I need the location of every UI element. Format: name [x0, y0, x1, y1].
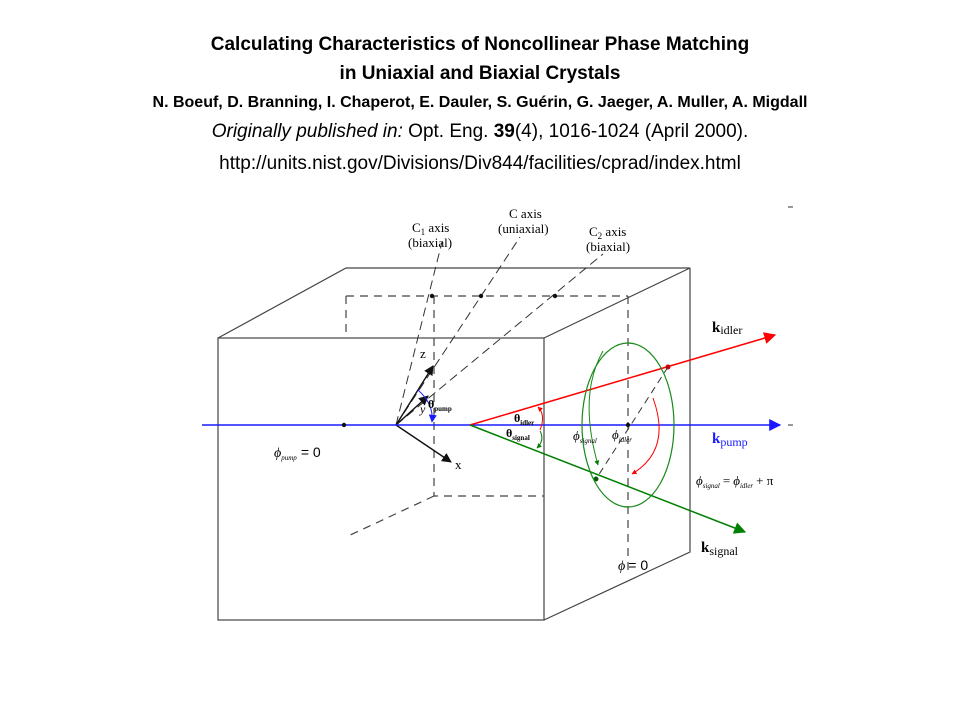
- idler-beam: [469, 332, 777, 426]
- theta-idler-arc: [537, 406, 544, 431]
- c2-axis-label: C2 axis: [589, 224, 626, 241]
- k-signal-label: ksignal: [701, 540, 739, 558]
- z-axis-arrow: [395, 365, 434, 426]
- c-axis-label: C axis: [509, 206, 542, 221]
- pump-entry-dot: [341, 422, 347, 428]
- phi-pump-equation: ϕpump = 0: [274, 444, 321, 462]
- pub-rest: (4), 1016-1024 (April 2000).: [514, 121, 749, 142]
- pub-journal: Opt. Eng.: [402, 121, 494, 142]
- theta-pump-arc: [417, 389, 437, 423]
- publication-info: Originally published in: Opt. Eng. 39(4)…: [0, 121, 960, 143]
- theta-signal-label: θsignal: [506, 426, 530, 442]
- x-axis-label: x: [455, 457, 462, 472]
- url-text: http://units.nist.gov/Divisions/Div844/f…: [219, 153, 741, 174]
- cone-diameter: [595, 366, 669, 480]
- x-axis-arrow: [395, 424, 452, 463]
- title-line-2: in Uniaxial and Biaxial Crystals: [339, 63, 621, 84]
- theta-signal-arc: [536, 430, 543, 449]
- phi-signal-label: ϕsignal: [573, 428, 597, 445]
- phi-idler-label: ϕidler: [612, 427, 632, 444]
- y-axis-arrow: [395, 395, 429, 426]
- crystal-right-face: [543, 268, 691, 621]
- c1-axis-label: C1 axis: [412, 220, 449, 237]
- crystal-box: [217, 267, 691, 621]
- phase-relation-equation: ϕsignal = ϕidler + π: [696, 473, 774, 490]
- title-line-1: Calculating Characteristics of Noncollin…: [210, 34, 750, 55]
- phase-matching-cone: [581, 342, 675, 508]
- c1-axis-type: (biaxial): [408, 235, 452, 250]
- phi-zero-label: ϕ = 0: [618, 557, 648, 574]
- crystal-top-face: [217, 267, 691, 339]
- z-axis-label: z: [420, 346, 426, 361]
- c-axis-type: (uniaxial): [498, 221, 549, 236]
- c2-axis-line: [395, 253, 604, 426]
- signal-beam: [469, 424, 747, 534]
- phi-idler-arc: [631, 397, 660, 475]
- theta-idler-label: θidler: [514, 411, 534, 427]
- axis-intersection-dots: [429, 293, 558, 299]
- c-axis-line: [395, 236, 521, 426]
- y-axis-label: y: [419, 402, 426, 416]
- pub-prefix: Originally published in:: [211, 121, 403, 142]
- c2-axis-type: (biaxial): [586, 239, 630, 254]
- phi-signal-arc: [588, 350, 604, 466]
- authors: N. Boeuf, D. Branning, I. Chaperot, E. D…: [152, 94, 808, 111]
- k-idler-label: kidler: [712, 320, 742, 337]
- k-pump-label: kpump: [712, 431, 748, 449]
- pump-cone-dot: [625, 422, 631, 428]
- c1-axis-line: [395, 241, 443, 426]
- pub-volume: 39: [493, 121, 515, 142]
- crystal-front-face: [217, 337, 545, 621]
- coordinate-axes: [395, 365, 452, 463]
- optic-axes: [395, 236, 604, 426]
- theta-pump-label: θpump: [428, 397, 452, 413]
